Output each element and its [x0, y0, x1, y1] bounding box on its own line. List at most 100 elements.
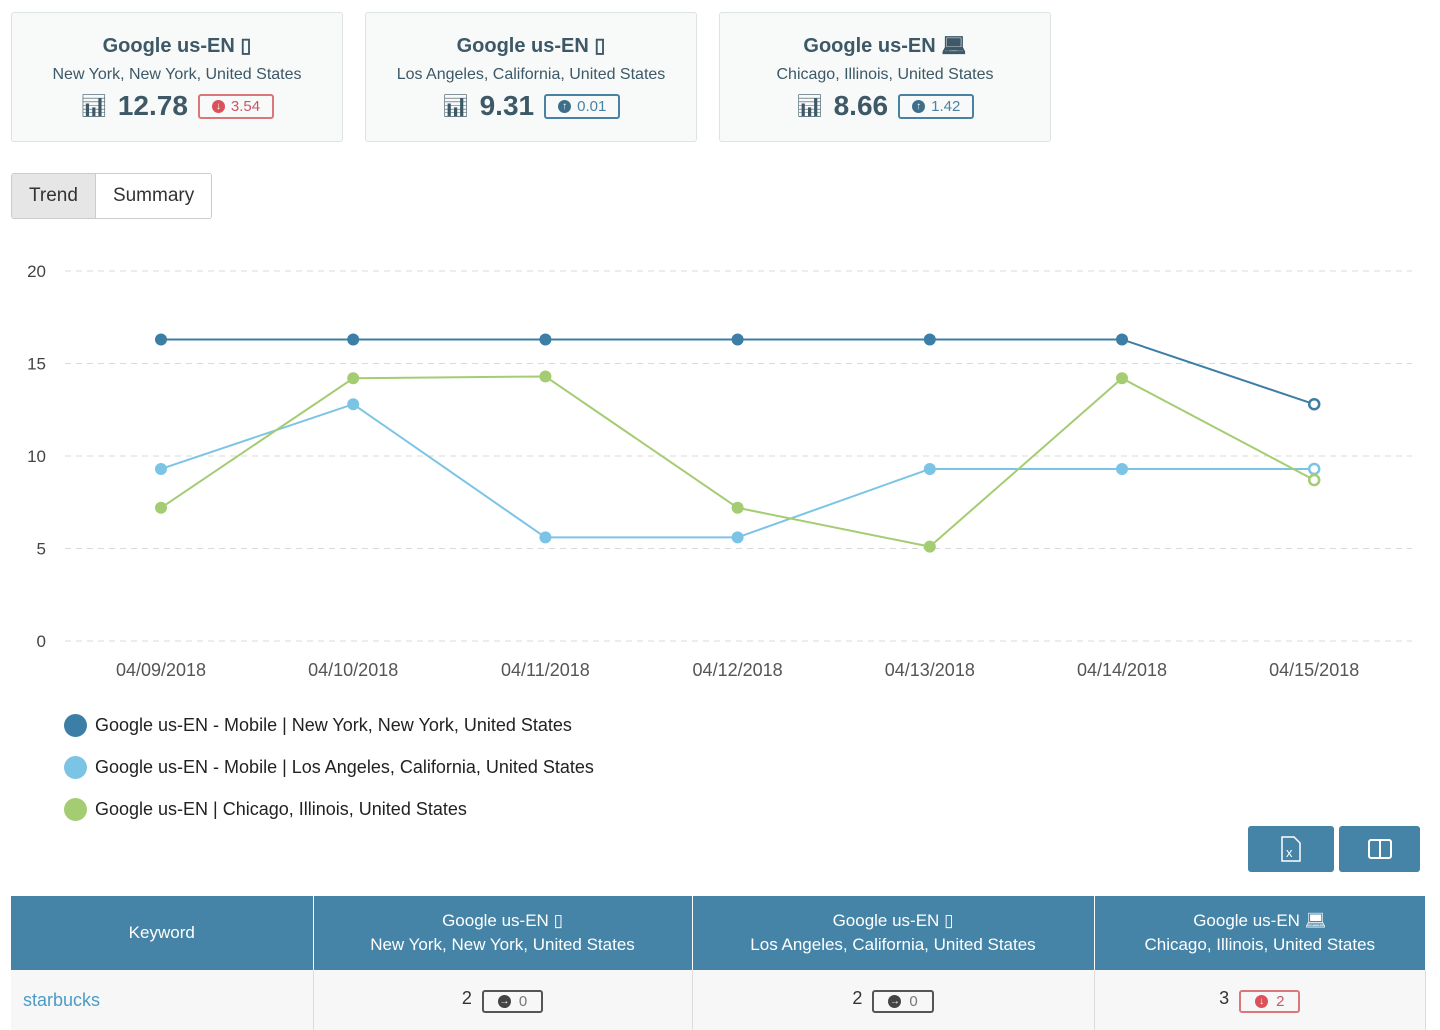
arrow-down-icon: ↓ — [211, 99, 225, 113]
change-badge: ↓ 2 — [1239, 989, 1301, 1013]
columns-icon — [1367, 839, 1392, 859]
x-tick-label: 04/09/2018 — [116, 660, 206, 680]
no-change-icon: → — [888, 994, 902, 1008]
columns-button[interactable] — [1339, 826, 1420, 872]
change-value: 0 — [518, 992, 528, 1010]
header-los-angeles[interactable]: Google us-EN ▯ Los Angeles, California, U… — [692, 896, 1095, 970]
data-point — [1116, 372, 1128, 385]
legend-label: Google us-EN - Mobile | New York, New Yo… — [95, 714, 572, 735]
data-point — [347, 333, 360, 346]
rank-value: 3 — [1219, 987, 1230, 1008]
arrow-up-icon: ↑ — [912, 99, 926, 113]
header-title: Google us-EN — [442, 911, 549, 930]
change-badge: → 0 — [872, 989, 934, 1013]
arrow-up-icon: ↑ — [558, 99, 572, 113]
rank-cell: 2 → 0 — [692, 970, 1095, 1030]
data-point — [731, 333, 744, 346]
card-location: New York, New York, United States — [52, 66, 302, 83]
legend-swatch — [64, 713, 87, 737]
data-point — [347, 398, 360, 411]
bar-chart-icon: 📊︎ — [795, 93, 824, 118]
legend-swatch — [64, 797, 87, 821]
trend-chart: 0 5 10 15 20 04/09/2018 04/10/2018 04/11/2018 04… — [27, 262, 1412, 680]
card-title: Google us-EN — [456, 35, 589, 57]
data-point — [923, 540, 936, 553]
tab-trend[interactable]: Trend — [12, 174, 96, 218]
x-tick-label: 04/13/2018 — [885, 660, 975, 680]
y-tick-label: 15 — [27, 355, 46, 374]
y-tick-label: 10 — [27, 447, 46, 466]
header-location: New York, New York, United States — [370, 935, 635, 954]
change-badge: ↑ 1.42 — [898, 93, 975, 119]
change-badge: ↑ 0.01 — [544, 93, 621, 119]
change-value: 0 — [909, 992, 918, 1010]
card-new-york[interactable]: Google us-EN ▯ New York, New York, Unite… — [11, 12, 343, 142]
legend-item[interactable]: Google us-EN - Mobile | New York, New Yo… — [64, 704, 594, 746]
x-tick-label: 04/14/2018 — [1077, 660, 1167, 680]
laptop-icon: 💻︎ — [1304, 911, 1327, 930]
mobile-icon: ▯ — [944, 911, 954, 930]
header-chicago[interactable]: Google us-EN 💻︎ Chicago, Illinois, United… — [1094, 896, 1426, 970]
legend-item[interactable]: Google us-EN | Chicago, Illinois, United… — [64, 788, 594, 830]
laptop-icon: 💻︎ — [941, 35, 967, 57]
card-chicago[interactable]: Google us-EN 💻︎ Chicago, Illinois, Unite… — [719, 12, 1051, 142]
mobile-icon: ▯ — [240, 35, 252, 57]
card-los-angeles[interactable]: Google us-EN ▯ Los Angeles, California, … — [365, 12, 697, 142]
card-title: Google us-EN — [102, 35, 235, 57]
change-value: 2 — [1276, 992, 1285, 1010]
rank-cell: 3 ↓ 2 — [1094, 970, 1426, 1030]
series-line — [160, 375, 1315, 548]
arrow-down-icon: ↓ — [1255, 994, 1269, 1008]
header-location: Chicago, Illinois, United States — [1144, 935, 1376, 954]
header-new-york[interactable]: Google us-EN ▯ New York, New York, United… — [313, 896, 693, 970]
header-keyword[interactable]: Keyword — [11, 896, 314, 970]
data-point — [923, 333, 936, 346]
series-line — [160, 403, 1315, 539]
data-point — [1116, 462, 1128, 475]
card-value: 9.31 — [479, 90, 535, 121]
table-row: starbucks 2 → 0 2 → 0 3 ↓ 2 — [11, 970, 1426, 1030]
card-value: 12.78 — [117, 90, 188, 121]
data-point — [155, 501, 167, 514]
data-point — [539, 531, 552, 544]
y-tick-label: 0 — [37, 632, 46, 651]
series-line — [161, 338, 1315, 406]
x-tick-label: 04/10/2018 — [308, 660, 398, 680]
x-tick-label: 04/15/2018 — [1269, 660, 1359, 680]
y-tick-label: 5 — [37, 540, 46, 559]
change-value: 3.54 — [230, 97, 261, 115]
legend-label: Google us-EN | Chicago, Illinois, United… — [95, 798, 467, 819]
bar-chart-icon: 📊︎ — [441, 93, 470, 118]
change-value: 0.01 — [577, 97, 607, 115]
y-tick-label: 20 — [27, 262, 46, 281]
excel-file-icon: x — [1281, 836, 1301, 862]
export-excel-button[interactable]: x — [1248, 826, 1334, 872]
mobile-icon: ▯ — [553, 911, 563, 930]
card-value: 8.66 — [833, 90, 889, 121]
bar-chart-icon: 📊︎ — [79, 93, 108, 118]
data-point — [731, 501, 744, 514]
data-point — [1307, 473, 1321, 487]
legend-item[interactable]: Google us-EN - Mobile | Los Angeles, Cal… — [64, 746, 594, 788]
header-location: Los Angeles, California, United States — [750, 935, 1036, 954]
change-badge: ↓ 3.54 — [197, 93, 275, 119]
legend-swatch — [64, 755, 87, 779]
tab-summary[interactable]: Summary — [95, 174, 212, 218]
data-point — [539, 333, 552, 346]
card-location: Los Angeles, California, United States — [396, 66, 666, 83]
data-point — [1116, 333, 1128, 346]
data-point — [1307, 397, 1321, 411]
mobile-icon: ▯ — [594, 35, 606, 57]
data-point — [539, 370, 552, 383]
change-badge: → 0 — [481, 989, 544, 1013]
header-title: Google us-EN — [1193, 911, 1300, 930]
x-tick-label: 04/11/2018 — [501, 660, 590, 680]
view-tabs: Trend Summary — [11, 173, 213, 219]
legend-label: Google us-EN - Mobile | Los Angeles, Cal… — [95, 756, 594, 777]
rank-value: 2 — [852, 987, 863, 1008]
x-tick-label: 04/12/2018 — [693, 660, 783, 680]
keyword-link[interactable]: starbucks — [11, 970, 314, 1030]
rank-cell: 2 → 0 — [313, 970, 693, 1030]
data-point — [923, 462, 936, 475]
rankings-table: Keyword Google us-EN ▯ New York, New York… — [11, 896, 1426, 1030]
